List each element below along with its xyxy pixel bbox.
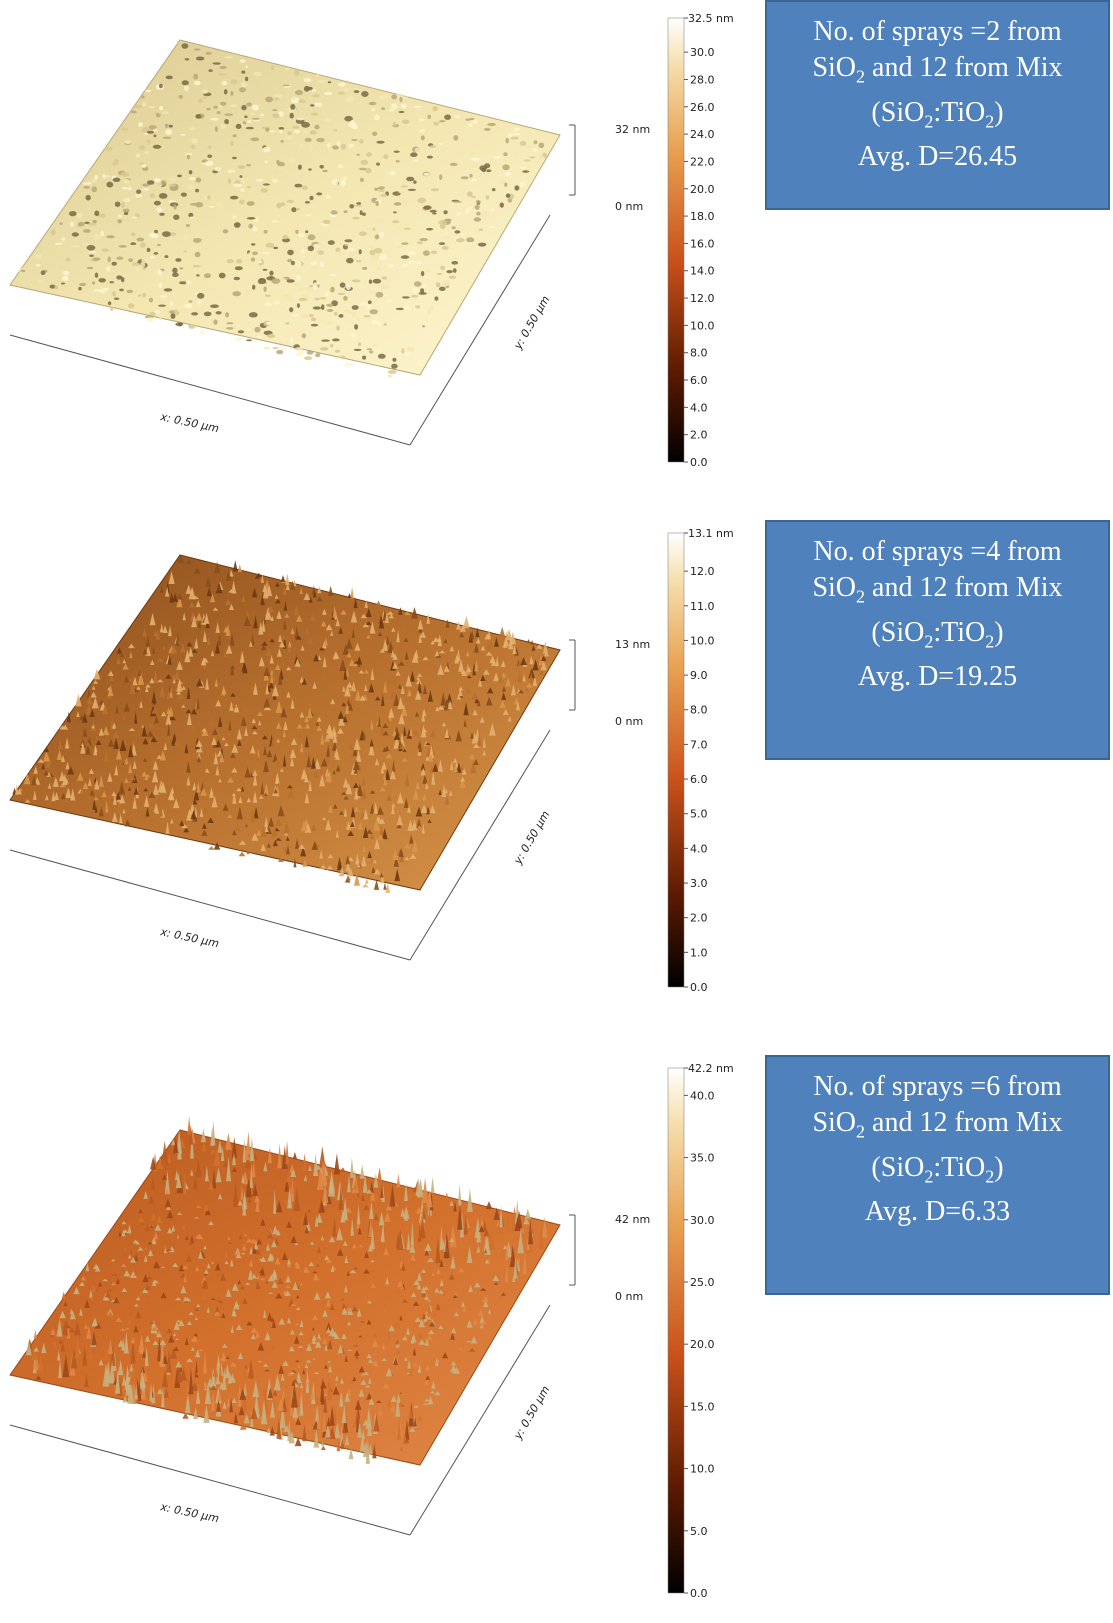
colorbar-tick-label: 12.0 — [690, 292, 715, 305]
colorbar — [667, 1067, 685, 1594]
colorbar-tick-label: 28.0 — [690, 73, 715, 86]
colorbar-tick-label: 4.0 — [690, 842, 708, 855]
info-line-3: (SiO2:TiO2) — [871, 1151, 1004, 1187]
colorbar-tick-label: 24.0 — [690, 128, 715, 141]
sample-info-box: No. of sprays =2 from SiO2 and 12 from Mi… — [765, 0, 1110, 210]
sample-info-box: No. of sprays =6 from SiO2 and 12 from Mi… — [765, 1055, 1110, 1295]
info-line-1: No. of sprays =2 from — [813, 16, 1062, 47]
info-line-1: No. of sprays =4 from — [813, 536, 1062, 567]
x-axis-label: x: 0.50 µm — [158, 925, 220, 950]
colorbar-tick-label: 30.0 — [690, 46, 715, 59]
colorbar-tick-label: 26.0 — [690, 101, 715, 114]
x-axis-line — [9, 849, 411, 961]
z-zero-label: 0 nm — [615, 200, 643, 213]
x-axis-label: x: 0.50 µm — [158, 1500, 220, 1525]
z-scale-label: 13 nm — [615, 638, 650, 651]
z-scale-label: 42 nm — [615, 1213, 650, 1226]
afm-surface-plot: x: 0.50 µm y: 0.50 µm 42 nm 0 nm 42.2 nm 40.0… — [9, 1062, 734, 1600]
colorbar-tick-label: 35.0 — [690, 1152, 715, 1165]
colorbar-tick-label: 10.0 — [690, 634, 715, 647]
x-axis-line — [9, 334, 411, 446]
colorbar-max-label: 42.2 nm — [688, 1062, 734, 1075]
afm-panel-3: x: 0.50 µm y: 0.50 µm 42 nm 0 nm 42.2 nm 40.0… — [0, 1050, 1113, 1623]
colorbar-tick-label: 0.0 — [690, 456, 708, 469]
z-zero-label: 0 nm — [615, 715, 643, 728]
x-axis-line — [9, 1424, 411, 1536]
info-line-2: SiO2 and 12 from Mix — [812, 572, 1063, 607]
colorbar-tick-label: 0.0 — [690, 1587, 708, 1600]
colorbar-tick-label: 4.0 — [690, 401, 708, 414]
afm-surface-plot: x: 0.50 µm y: 0.50 µm 32 nm 0 nm 32.5 nm 30.0… — [9, 12, 734, 469]
info-line-1: No. of sprays =6 from — [813, 1071, 1062, 1102]
info-line-4: Avg. D=26.45 — [857, 141, 1018, 173]
info-line-2: SiO2 and 12 from Mix — [812, 52, 1063, 87]
x-axis-label: x: 0.50 µm — [158, 410, 220, 435]
colorbar-tick-label: 14.0 — [690, 265, 715, 278]
colorbar-tick-label: 6.0 — [690, 773, 708, 786]
y-axis-line — [409, 729, 551, 961]
colorbar-tick-label: 20.0 — [690, 1338, 715, 1351]
z-scale-label: 32 nm — [615, 123, 650, 136]
colorbar-tick-label: 25.0 — [690, 1276, 715, 1289]
colorbar-tick-label: 16.0 — [690, 237, 715, 250]
colorbar-tick-label: 11.0 — [690, 600, 715, 613]
colorbar-tick-label: 10.0 — [690, 319, 715, 332]
colorbar-tick-label: 12.0 — [690, 565, 715, 578]
colorbar-tick-label: 5.0 — [690, 808, 708, 821]
afm-surface-plot: x: 0.50 µm y: 0.50 µm 13 nm 0 nm 13.1 nm 12.0… — [9, 527, 734, 994]
colorbar-tick-label: 1.0 — [690, 946, 708, 959]
colorbar-tick-label: 40.0 — [690, 1089, 715, 1102]
colorbar-max-label: 13.1 nm — [688, 527, 734, 540]
info-line-3: (SiO2:TiO2) — [871, 96, 1004, 132]
colorbar-tick-label: 7.0 — [690, 738, 708, 751]
colorbar-tick-label: 22.0 — [690, 155, 715, 168]
colorbar-tick-label: 5.0 — [690, 1525, 708, 1538]
colorbar — [667, 17, 685, 463]
colorbar-tick-label: 2.0 — [690, 429, 708, 442]
colorbar-tick-label: 0.0 — [690, 981, 708, 994]
colorbar-tick-label: 30.0 — [690, 1214, 715, 1227]
y-axis-label: y: 0.50 µm — [511, 809, 552, 868]
colorbar-tick-label: 10.0 — [690, 1463, 715, 1476]
info-line-3: (SiO2:TiO2) — [871, 616, 1004, 652]
info-line-4: Avg. D=19.25 — [857, 661, 1018, 693]
afm-panel-1: x: 0.50 µm y: 0.50 µm 32 nm 0 nm 32.5 nm 30.0… — [0, 0, 1113, 480]
colorbar-tick-label: 8.0 — [690, 704, 708, 717]
colorbar-tick-label: 3.0 — [690, 877, 708, 890]
colorbar-tick-label: 15.0 — [690, 1400, 715, 1413]
colorbar — [667, 532, 685, 988]
info-line-2: SiO2 and 12 from Mix — [812, 1107, 1063, 1142]
y-axis-label: y: 0.50 µm — [511, 1384, 552, 1443]
surface-texture — [25, 1115, 548, 1464]
colorbar-tick-label: 6.0 — [690, 374, 708, 387]
y-axis-line — [409, 214, 551, 446]
colorbar-tick-label: 9.0 — [690, 669, 708, 682]
y-axis-label: y: 0.50 µm — [511, 294, 552, 353]
y-axis-line — [409, 1304, 551, 1536]
colorbar-tick-label: 2.0 — [690, 912, 708, 925]
colorbar-max-label: 32.5 nm — [688, 12, 734, 25]
surface-texture — [18, 43, 548, 378]
afm-panel-2: x: 0.50 µm y: 0.50 µm 13 nm 0 nm 13.1 nm 12.0… — [0, 515, 1113, 1005]
z-zero-label: 0 nm — [615, 1290, 643, 1303]
sample-info-box: No. of sprays =4 from SiO2 and 12 from Mi… — [765, 520, 1110, 760]
colorbar-tick-label: 18.0 — [690, 210, 715, 223]
colorbar-tick-label: 20.0 — [690, 183, 715, 196]
info-line-4: Avg. D=6.33 — [864, 1196, 1011, 1228]
colorbar-tick-label: 8.0 — [690, 347, 708, 360]
surface-texture — [12, 554, 550, 893]
